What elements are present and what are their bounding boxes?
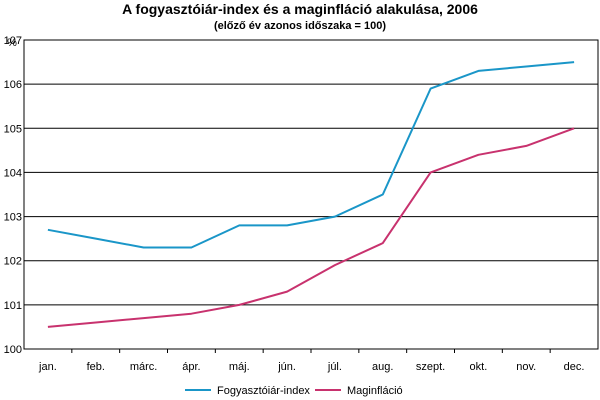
y-tick-label: 103 (4, 212, 22, 224)
legend-label: Fogyasztóiár-index (217, 385, 310, 397)
x-tick-label: ápr. (182, 361, 200, 373)
x-tick-label: máj. (229, 361, 250, 373)
y-tick-label: 105 (4, 123, 22, 135)
x-tick-label: okt. (470, 361, 488, 373)
y-tick-label: 100 (4, 344, 22, 356)
y-tick-label: 102 (4, 256, 22, 268)
y-tick-label: 106 (4, 79, 22, 91)
series-line-2 (47, 127, 575, 328)
series-line-1 (47, 61, 575, 249)
chart-title: A fogyasztóiár-index és a maginfláció al… (122, 1, 478, 17)
x-tick-label: júl. (327, 361, 342, 373)
x-tick-label: feb. (87, 361, 105, 373)
x-tick-label: nov. (516, 361, 536, 373)
y-tick-label: 101 (4, 300, 22, 312)
x-tick-label: aug. (372, 361, 393, 373)
legend-label: Maginfláció (347, 385, 403, 397)
x-tick-label: jún. (277, 361, 296, 373)
x-tick-label: szept. (416, 361, 445, 373)
legend: Fogyasztóiár-index Maginfláció (185, 385, 403, 397)
plot-frame (23, 39, 599, 350)
y-axis-unit-label: % (7, 37, 17, 49)
x-tick-label: dec. (564, 361, 585, 373)
y-tick-label: 107 (4, 35, 22, 47)
x-tick-label: márc. (130, 361, 158, 373)
plot-area: 100 101 102 103 104 105 106 107 jan. feb. márc. ápr… (4, 35, 599, 373)
y-tick-label: 104 (4, 167, 22, 179)
chart-subtitle: (előző év azonos időszaka = 100) (214, 20, 386, 32)
x-tick-label: jan. (38, 361, 57, 373)
